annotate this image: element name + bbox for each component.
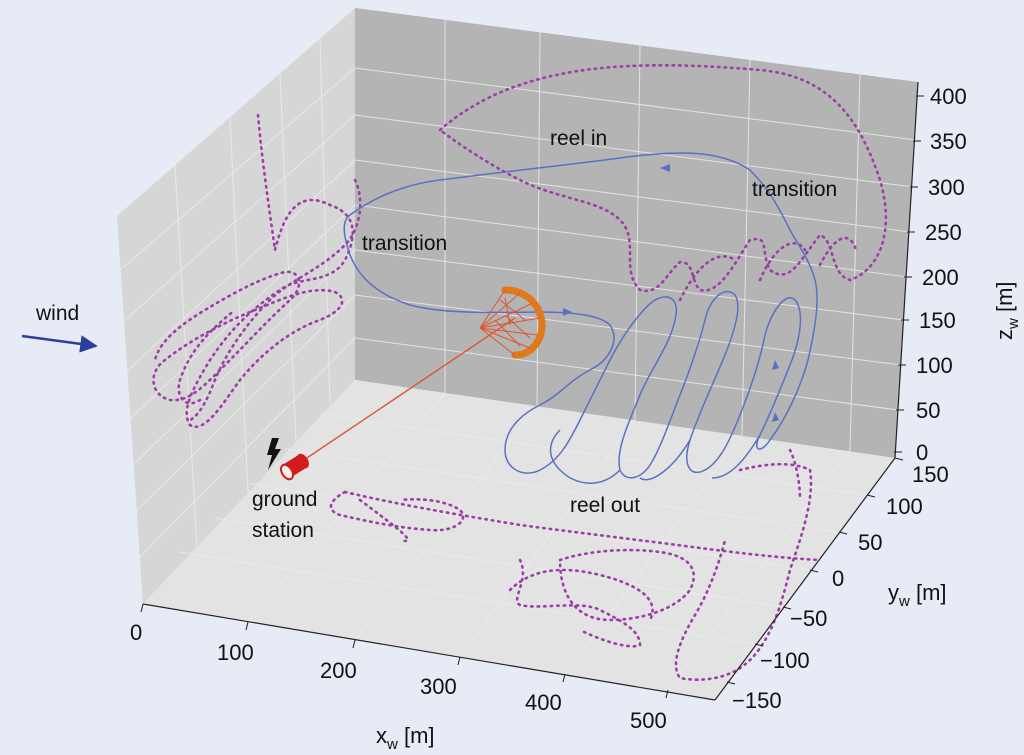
x-tick-label: 300 [420, 674, 457, 699]
transition-label-left: transition [362, 232, 447, 255]
trajectory-reel-in [343, 152, 818, 479]
z-axis-label: zw [m] [992, 281, 1022, 340]
x-axis-label: xw [m] [376, 723, 435, 753]
z-tick-label: 250 [925, 220, 962, 245]
z-tick-label: 100 [916, 353, 953, 378]
back-wall-pane [355, 8, 918, 458]
trajectory-projections [152, 63, 888, 681]
grid-lines [119, 20, 917, 691]
ground-station-label-line2: station [252, 519, 314, 542]
z-tick-label: 150 [919, 308, 956, 333]
z-tick-label: 200 [922, 265, 959, 290]
ground-station-icon [280, 453, 309, 481]
kite-trajectory [343, 152, 818, 484]
wind-label: wind [35, 302, 79, 325]
y-axis-label: yw [m] [888, 580, 947, 610]
floor-pane [143, 380, 895, 700]
z-tick-label: 50 [916, 398, 940, 423]
projection-floor [343, 448, 822, 681]
y-tick-label: −150 [732, 688, 782, 713]
z-axis-tick-labels: 400 350 300 250 200 150 100 50 0 [916, 84, 967, 465]
projection-back-wall-loops [678, 236, 858, 302]
x-tick-label: 200 [320, 658, 357, 683]
projection-side-wall-spiral [177, 178, 362, 422]
kite-icon [479, 286, 546, 359]
arrow-reel-out-start [563, 308, 572, 316]
y-axis-tick-labels: 150 100 50 0 −50 −100 −150 [732, 462, 949, 713]
x-tick-label: 500 [630, 708, 667, 733]
arrow-lower-right [772, 412, 779, 422]
x-tick-label: 100 [217, 640, 254, 665]
projection-side-wall [152, 113, 355, 428]
ground-station-label-line1: ground [252, 488, 317, 511]
projection-back-wall [437, 63, 888, 293]
y-tick-label: 50 [858, 530, 882, 555]
trajectory-direction-arrows [563, 164, 779, 422]
y-tick-label: 150 [912, 462, 949, 487]
trajectory-loops-outer [549, 429, 761, 484]
x-tick-label: 0 [130, 620, 142, 645]
wind-arrow [21, 334, 98, 353]
arrow-transition-right [772, 360, 779, 370]
z-tick-label: 0 [916, 440, 928, 465]
side-wall-pane [117, 8, 355, 604]
x-tick-label: 400 [525, 690, 562, 715]
z-tick-label: 400 [930, 84, 967, 109]
z-tick-label: 300 [928, 175, 965, 200]
z-tick-label: 350 [930, 129, 967, 154]
reel-out-label: reel out [570, 494, 640, 517]
x-axis-tick-labels: 0 100 200 300 400 500 [130, 620, 667, 733]
reel-in-label: reel in [550, 127, 607, 150]
y-tick-label: −100 [760, 648, 810, 673]
arrow-reel-in [660, 164, 670, 172]
axis-ticks [140, 95, 924, 699]
y-tick-label: 0 [832, 566, 844, 591]
projection-floor-return [329, 490, 465, 532]
axis-spines [142, 81, 919, 701]
y-tick-label: 100 [886, 494, 923, 519]
lightning-icon [267, 438, 281, 470]
tether-line [291, 317, 516, 469]
y-tick-label: −50 [790, 606, 827, 631]
transition-label-right: transition [752, 178, 837, 201]
